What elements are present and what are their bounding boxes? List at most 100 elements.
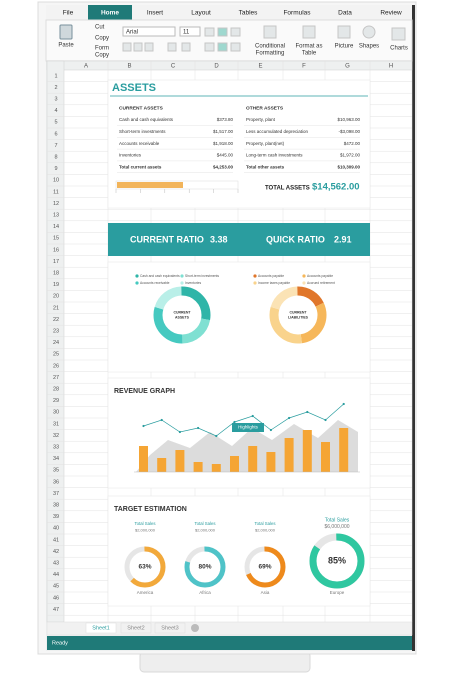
row-header: 12 [53, 201, 59, 207]
color-button[interactable] [181, 42, 191, 52]
charts-icon[interactable] [391, 27, 406, 41]
row-header: 28 [53, 386, 59, 392]
align-button[interactable] [217, 27, 228, 37]
revenue-title: REVENUE GRAPH [114, 388, 175, 395]
ratio-value: 2.91 [334, 234, 352, 244]
revenue-point [178, 430, 181, 434]
ribbon-tab[interactable]: File [63, 10, 74, 17]
revenue-bar [302, 430, 312, 472]
revenue-area [136, 420, 358, 472]
donut-center: CURRENT [173, 310, 191, 314]
align-button[interactable] [204, 42, 215, 52]
picture-button: Picture [335, 44, 354, 50]
align-button[interactable] [230, 27, 241, 37]
donut-hole [165, 298, 199, 332]
revenue-bar [266, 452, 276, 472]
revenue-bar [193, 462, 203, 472]
revenue-point [324, 418, 327, 422]
revenue-point [215, 434, 218, 438]
row-header: 15 [53, 236, 59, 242]
column-header: C [171, 64, 176, 70]
sheet-tab[interactable]: Sheet1 [92, 625, 109, 631]
row-header: 8 [54, 154, 57, 160]
ratio-label: CURRENT RATIO [130, 234, 204, 244]
row-header: 25 [53, 352, 59, 358]
screen-edge [412, 5, 415, 651]
row-header: 16 [53, 247, 59, 253]
donut-center: LIABILITIES [288, 315, 309, 319]
align-button[interactable] [217, 42, 228, 52]
format-as-table: Table [302, 51, 317, 57]
sheet-tab-bg [154, 622, 186, 634]
legend-swatch [302, 274, 306, 278]
ribbon-tab[interactable]: Data [338, 10, 352, 17]
column-header: D [214, 64, 219, 70]
row-header: 33 [53, 444, 59, 450]
asset-name: Accounts receivable [119, 141, 160, 146]
legend-swatch [253, 274, 257, 278]
revenue-point [197, 426, 200, 430]
bold-button[interactable] [122, 42, 132, 52]
ribbon-tab[interactable]: Home [101, 10, 119, 17]
row-header: 18 [53, 270, 59, 276]
row-header: 10 [53, 178, 59, 184]
gauge-arc [309, 533, 365, 589]
ratio-banner [108, 223, 370, 256]
ratio-label: QUICK RATIO [266, 234, 325, 244]
revenue-bar [284, 438, 294, 472]
ribbon-tab[interactable]: Layout [191, 10, 211, 17]
legend-entry: Income taxes payable [258, 281, 290, 285]
row-header: 23 [53, 328, 59, 334]
underline-button[interactable] [144, 42, 154, 52]
donut-segment [269, 286, 327, 344]
ribbon-tab[interactable]: Formulas [283, 10, 311, 17]
picture-icon[interactable] [337, 25, 351, 39]
row-header: 38 [53, 502, 59, 508]
target-label: Total Sales [194, 521, 215, 526]
legend-swatch [253, 281, 257, 285]
fill-button[interactable] [167, 42, 177, 52]
cut-button: Cut [95, 25, 105, 31]
font-box[interactable] [122, 26, 176, 37]
assets-title: ASSETS [112, 82, 156, 94]
target-amount: $2,000,000 [255, 528, 276, 533]
conditional-icon[interactable] [263, 25, 277, 39]
align-button[interactable] [204, 27, 215, 37]
ribbon-tab[interactable]: Insert [147, 10, 163, 17]
row-header: 32 [53, 433, 59, 439]
ribbon-tab[interactable]: Review [380, 10, 402, 17]
paste-icon [59, 24, 73, 40]
gauge-arc [184, 546, 226, 588]
tab-bar [46, 5, 412, 20]
gauge-arc [244, 546, 286, 588]
target-title: TARGET ESTIMATION [114, 506, 187, 513]
add-sheet-button[interactable] [191, 624, 199, 632]
row-header: 5 [54, 120, 57, 126]
asset-value: $1,972.00 [340, 153, 361, 158]
size-box[interactable] [179, 26, 201, 37]
row-header: 31 [53, 421, 59, 427]
gauge-percent: 85% [328, 555, 346, 565]
target-amount: $2,000,000 [135, 528, 156, 533]
asset-name: Total current assets [119, 164, 162, 169]
progress-fill [117, 182, 183, 188]
row-header: 7 [54, 143, 57, 149]
row-header: 1 [54, 73, 57, 79]
target-label: Total Sales [254, 521, 275, 526]
row-header: 35 [53, 468, 59, 474]
table-icon[interactable] [302, 25, 316, 39]
monitor-stand [139, 651, 311, 673]
sheet-tab[interactable]: Sheet3 [161, 625, 178, 631]
sheet-tab[interactable]: Sheet2 [127, 625, 144, 631]
align-button[interactable] [230, 42, 241, 52]
asset-value: $4,253.00 [213, 164, 234, 169]
legend-swatch [135, 274, 139, 278]
sheet-tab-bg [120, 622, 152, 634]
row-header: 45 [53, 584, 59, 590]
italic-button[interactable] [133, 42, 143, 52]
ribbon-tab[interactable]: Tables [239, 10, 259, 17]
shapes-icon[interactable] [362, 25, 376, 39]
asset-value: $10,309.00 [337, 164, 360, 169]
sheet-tab-bg [85, 622, 117, 634]
section-header: OTHER ASSETS [246, 105, 284, 111]
